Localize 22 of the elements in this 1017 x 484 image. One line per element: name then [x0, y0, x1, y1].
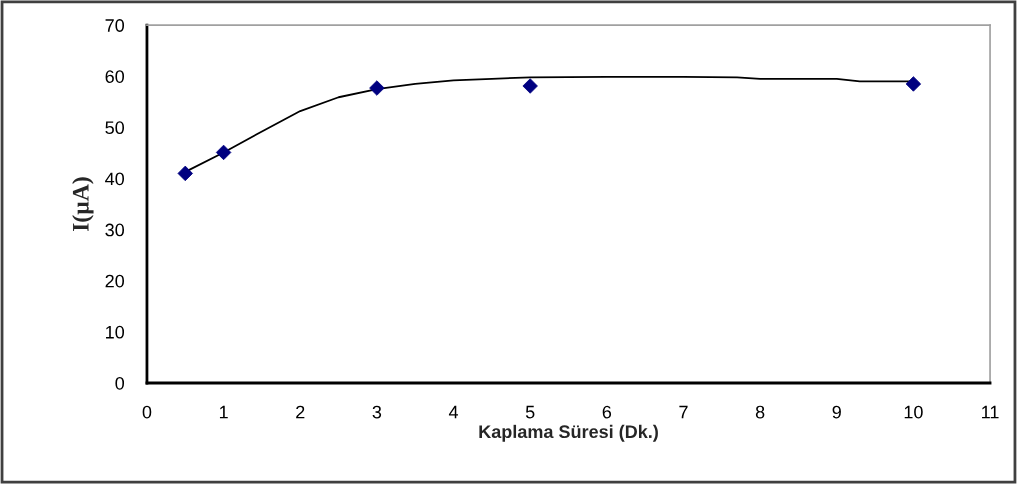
x-tick-label: 6: [602, 405, 612, 419]
x-tick-label: 11: [982, 405, 999, 419]
x-tick-label: 8: [755, 405, 765, 419]
x-tick-label: 7: [679, 405, 688, 419]
y-tick-label: 50: [105, 121, 125, 135]
y-tick-label: 40: [105, 172, 125, 186]
x-axis-title: Kaplama Süresi (Dk.): [479, 424, 658, 442]
y-tick-label: 0: [115, 376, 125, 390]
x-tick-label: 3: [372, 405, 382, 419]
y-axis-title: I(µA): [72, 177, 94, 232]
x-tick-label: 5: [525, 405, 535, 419]
y-tick-label: 10: [106, 325, 125, 339]
x-tick-label: 10: [904, 405, 923, 419]
y-tick-label: 70: [105, 19, 125, 32]
x-tick-label: 1: [219, 405, 228, 419]
x-tick-label: 0: [142, 405, 152, 419]
y-tick-label: 60: [105, 70, 125, 84]
y-tick-label: 20: [105, 274, 125, 288]
y-tick-label: 30: [105, 223, 125, 237]
x-tick-label: 9: [832, 405, 841, 419]
x-tick-label: 4: [448, 405, 459, 419]
x-tick-label: 2: [296, 405, 305, 419]
